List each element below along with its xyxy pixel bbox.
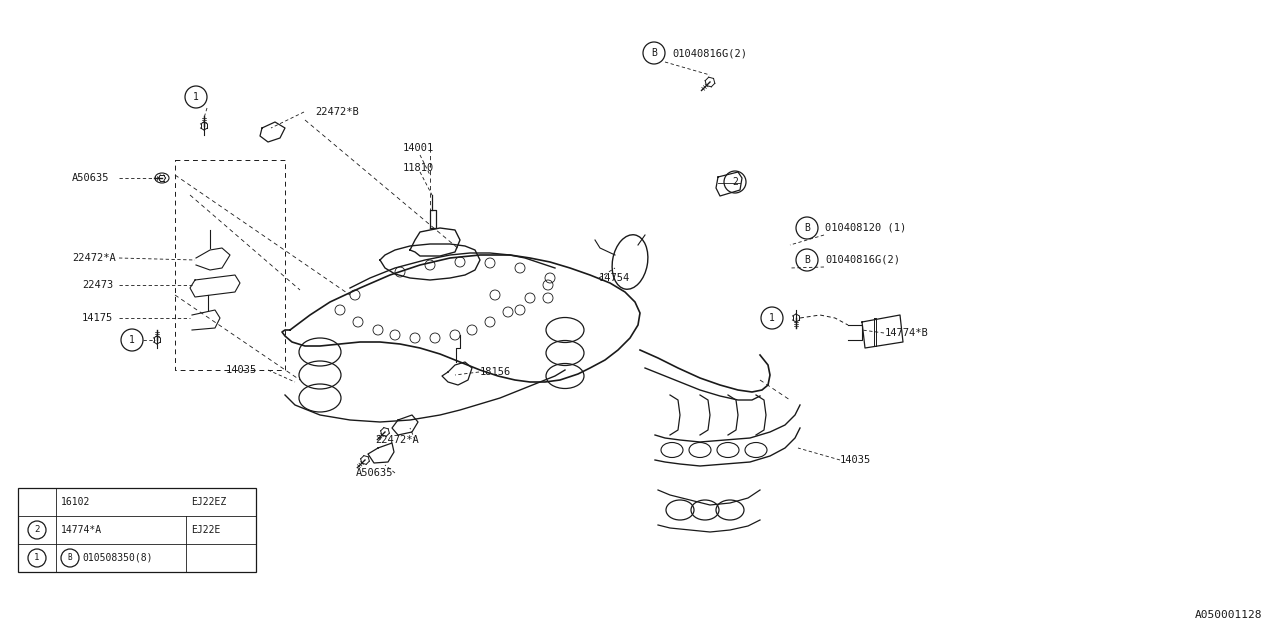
Text: 14175: 14175 — [82, 313, 113, 323]
Text: A50635: A50635 — [356, 468, 393, 478]
Text: 14035: 14035 — [840, 455, 872, 465]
Text: 22472*A: 22472*A — [375, 435, 419, 445]
Text: B: B — [804, 223, 810, 233]
Text: EJ22E: EJ22E — [191, 525, 220, 535]
Text: 010408120 (1): 010408120 (1) — [826, 223, 906, 233]
Text: 22472*A: 22472*A — [72, 253, 115, 263]
Text: B: B — [652, 48, 657, 58]
Text: 1: 1 — [193, 92, 198, 102]
Text: 010508350(8): 010508350(8) — [82, 553, 152, 563]
Text: 14774*A: 14774*A — [61, 525, 102, 535]
Bar — [18, 488, 256, 572]
Text: EJ22EZ: EJ22EZ — [191, 497, 227, 507]
Text: 1: 1 — [35, 554, 40, 563]
Text: 01040816G(2): 01040816G(2) — [826, 255, 900, 265]
Text: 14001: 14001 — [403, 143, 434, 153]
Text: 1: 1 — [129, 335, 134, 345]
Text: 01040816G(2): 01040816G(2) — [672, 48, 748, 58]
Text: B: B — [68, 554, 72, 563]
Text: 18156: 18156 — [480, 367, 511, 377]
Text: 22472*B: 22472*B — [315, 107, 358, 117]
Text: 14754: 14754 — [599, 273, 630, 283]
Text: 22473: 22473 — [82, 280, 113, 290]
Text: 16102: 16102 — [61, 497, 91, 507]
Text: 2: 2 — [35, 525, 40, 534]
Text: 11810: 11810 — [403, 163, 434, 173]
Text: A50635: A50635 — [72, 173, 110, 183]
Text: 1: 1 — [769, 313, 774, 323]
Text: B: B — [804, 255, 810, 265]
Text: 2: 2 — [732, 177, 739, 187]
Text: 14035: 14035 — [227, 365, 257, 375]
Text: A050001128: A050001128 — [1194, 610, 1262, 620]
Text: 14774*B: 14774*B — [884, 328, 929, 338]
